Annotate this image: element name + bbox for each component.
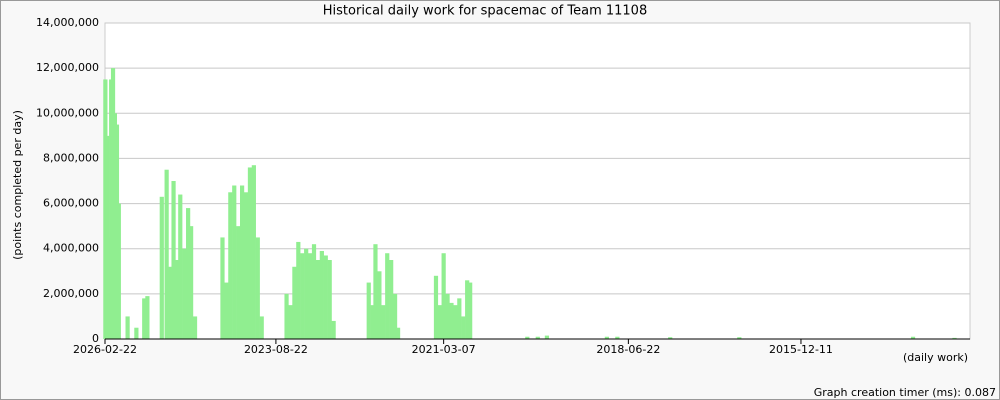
bar xyxy=(239,185,245,339)
bar xyxy=(910,336,916,339)
bar xyxy=(116,203,121,339)
chart-title: Historical daily work for spacemac of Te… xyxy=(323,4,647,19)
y-tick-label: 12,000,000 xyxy=(36,61,99,74)
bar xyxy=(186,208,191,339)
bar xyxy=(228,192,233,339)
y-tick-label: 0 xyxy=(92,332,99,345)
bar xyxy=(159,196,164,339)
bar xyxy=(437,305,443,339)
bar xyxy=(125,316,130,339)
bar xyxy=(457,298,462,339)
bar xyxy=(307,253,313,339)
bar xyxy=(395,327,401,339)
bar xyxy=(366,282,371,339)
bar xyxy=(300,253,305,339)
bar xyxy=(465,280,470,339)
bar xyxy=(381,305,386,339)
bar xyxy=(433,275,439,339)
bar xyxy=(952,337,957,339)
bar xyxy=(174,260,179,339)
y-tick-label: 10,000,000 xyxy=(36,106,99,119)
bar xyxy=(453,305,458,339)
bar xyxy=(377,271,382,339)
bar xyxy=(604,336,609,339)
x-tick-label: 2023-08-22 xyxy=(244,343,308,356)
bar xyxy=(445,293,450,339)
y-tick-label: 2,000,000 xyxy=(43,287,99,300)
x-tick-label: 2026-02-22 xyxy=(73,343,137,356)
bar xyxy=(737,337,742,339)
bar xyxy=(385,253,390,339)
bar xyxy=(251,165,256,339)
bar xyxy=(292,266,297,339)
bar xyxy=(255,237,260,339)
bar xyxy=(389,260,394,339)
x-tick-label: 2018-06-22 xyxy=(596,343,660,356)
bar xyxy=(192,316,198,339)
bar xyxy=(544,335,550,339)
bar xyxy=(145,296,150,339)
bar xyxy=(525,336,530,339)
bar xyxy=(164,169,169,339)
bar xyxy=(370,305,375,339)
bar xyxy=(189,226,194,339)
x-tick-label: 2021-03-07 xyxy=(412,343,476,356)
bar xyxy=(468,282,473,339)
bar xyxy=(182,248,187,339)
bar xyxy=(247,167,253,339)
bar xyxy=(236,226,241,339)
bar xyxy=(323,255,328,339)
bar xyxy=(615,336,620,339)
y-tick-label: 4,000,000 xyxy=(43,242,99,255)
bar xyxy=(319,250,324,339)
bar xyxy=(535,336,540,339)
bar xyxy=(441,253,446,339)
bar xyxy=(168,266,173,339)
bar xyxy=(171,181,176,339)
bar xyxy=(220,237,225,339)
y-tick-label: 6,000,000 xyxy=(43,197,99,210)
bar xyxy=(311,244,317,339)
y-axis-label: (points completed per day) xyxy=(11,110,24,260)
bar xyxy=(178,194,183,339)
bar xyxy=(134,327,139,339)
footer: Graph creation timer (ms): 0.087 xyxy=(814,386,996,399)
bar xyxy=(243,192,249,339)
bar xyxy=(315,260,321,339)
bar xyxy=(304,248,309,339)
bar xyxy=(296,241,301,339)
bar xyxy=(224,282,229,339)
bar xyxy=(288,305,293,339)
bar xyxy=(392,293,398,339)
bar xyxy=(327,260,332,339)
bar xyxy=(373,244,378,339)
y-tick-label: 14,000,000 xyxy=(36,16,99,29)
bar xyxy=(232,185,237,339)
bar xyxy=(449,302,454,339)
y-tick-label: 8,000,000 xyxy=(43,151,99,164)
x-tick-label: 2015-12-11 xyxy=(769,343,833,356)
bar xyxy=(331,320,336,339)
bar xyxy=(668,337,673,339)
bar xyxy=(284,293,289,339)
bar xyxy=(259,316,264,339)
x-axis-label: (daily work) xyxy=(903,351,968,364)
bar xyxy=(142,298,147,339)
bar xyxy=(461,316,466,339)
